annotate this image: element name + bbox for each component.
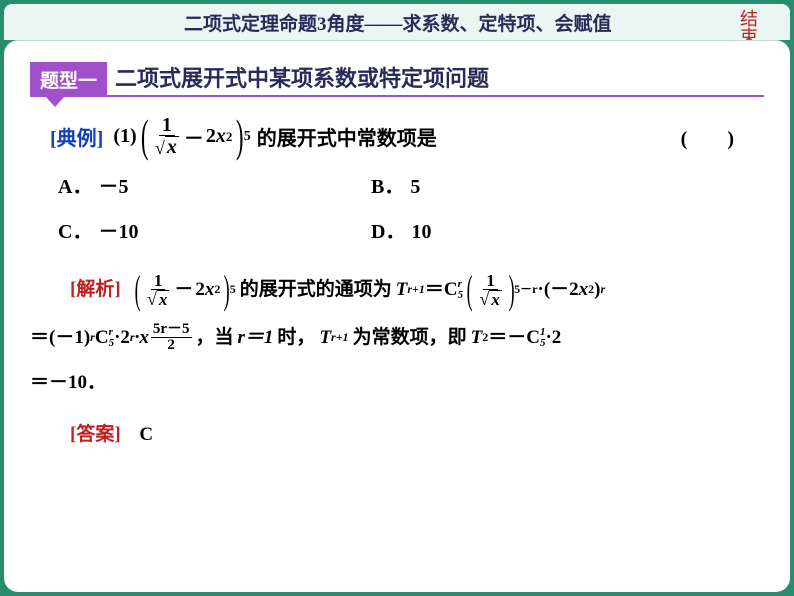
- inner-pow: 5－r: [514, 276, 537, 304]
- section-pill: 题型一: [30, 62, 107, 97]
- T2b-symbol: T: [471, 316, 483, 360]
- frac-denominator: √ x: [152, 136, 182, 158]
- var-x: x: [216, 125, 226, 148]
- outer-pow: 5: [244, 129, 251, 145]
- sol-expression: ( 1 √x － 2x2 ) 5: [131, 268, 236, 312]
- option-a-label: A．: [58, 176, 92, 198]
- section-title: 二项式展开式中某项系数或特定项问题: [115, 66, 489, 91]
- slide-header: 二项式定理命题3角度——求系数、定特项、会赋值 结束: [4, 4, 790, 40]
- inner-frac: 1 √x: [476, 272, 504, 308]
- option-b-label: B．: [371, 176, 404, 198]
- sol-coef: 2: [195, 268, 205, 312]
- left-paren-icon: (: [140, 118, 148, 155]
- when2-text: 时，: [277, 316, 315, 360]
- option-d[interactable]: D． 10: [371, 215, 684, 244]
- inner-den: √x: [476, 290, 504, 308]
- eq: ＝: [425, 268, 444, 312]
- sqrt-icon: √: [479, 290, 489, 308]
- example-label: [典例]: [50, 122, 103, 151]
- tail-op: ·(－2: [537, 268, 578, 312]
- eq2: ＝－: [488, 316, 526, 360]
- options-grid: A． －5 B． 5 C． －10 D． 10: [58, 170, 684, 244]
- option-c-label: C．: [58, 221, 92, 243]
- sqrt-radicand: x: [157, 290, 170, 308]
- const-text: 为常数项，即: [353, 316, 467, 360]
- solution-line-3: ＝－10．: [30, 361, 764, 405]
- option-b-value: 5: [410, 176, 420, 198]
- sqrt-radicand: x: [165, 136, 179, 157]
- problem-number: (1): [113, 125, 136, 148]
- problem-tail-text: 的展开式中常数项是: [257, 122, 437, 151]
- C-symbol-2: C: [95, 316, 109, 360]
- answer-paren: ( ): [681, 122, 734, 151]
- var-pow: 2: [226, 129, 233, 145]
- right-paren-icon: ): [508, 276, 514, 304]
- expo-frac: 5r－5 2: [151, 322, 192, 353]
- sol-var-pow: 2: [214, 276, 220, 304]
- T2-sub: r+1: [331, 324, 349, 352]
- left-paren-icon: (: [134, 276, 140, 304]
- right-paren-icon: ): [236, 118, 244, 155]
- T-symbol: T: [396, 268, 408, 312]
- when-text: ，当: [196, 316, 234, 360]
- fraction: 1 √ x: [152, 115, 182, 158]
- C-symbol-3: C: [526, 316, 540, 360]
- sol-var: x: [205, 268, 215, 312]
- option-a[interactable]: A． －5: [58, 170, 371, 199]
- option-d-value: 10: [411, 221, 431, 243]
- inner-num: 1: [483, 272, 498, 290]
- T2-symbol: T: [319, 316, 331, 360]
- option-c[interactable]: C． －10: [58, 215, 371, 244]
- answer-row: [答案] C: [70, 419, 764, 446]
- problem-expression: ( 1 √ x － 2x2 ) 5: [137, 115, 251, 158]
- answer-label: [答案]: [70, 424, 121, 445]
- C-symbol: C: [444, 268, 458, 312]
- frac-numerator: 1: [159, 115, 175, 136]
- sqrt-icon: √: [155, 139, 165, 157]
- minus-op: －: [184, 122, 204, 151]
- sol-mid-text: 的展开式的通项为: [240, 268, 392, 312]
- minus-op: －: [174, 268, 193, 312]
- T-sub: r+1: [407, 276, 425, 304]
- sol-fraction: 1 √x: [144, 272, 172, 308]
- option-d-label: D．: [371, 221, 405, 243]
- tail-pow: r: [600, 276, 605, 304]
- sol-outer-pow: 5: [230, 276, 236, 304]
- expo-den: 2: [167, 338, 175, 353]
- sqrt: √ x: [155, 136, 179, 157]
- solution-block: [解析] ( 1 √x － 2x2 ) 5 的展开式的通项为: [30, 268, 764, 405]
- inner-rad: x: [489, 290, 502, 308]
- x-dot: ·x: [135, 316, 149, 360]
- solution-label: [解析]: [70, 268, 121, 312]
- option-a-value: －5: [98, 176, 128, 198]
- sqrt-icon: √: [147, 290, 157, 308]
- slide-page: 二项式定理命题3角度——求系数、定特项、会赋值 结束 题型一 二项式展开式中某项…: [4, 4, 790, 592]
- option-b[interactable]: B． 5: [371, 170, 684, 199]
- sol-frac-num: 1: [151, 272, 166, 290]
- solution-line-1: [解析] ( 1 √x － 2x2 ) 5 的展开式的通项为: [30, 268, 764, 312]
- section-header: 题型一 二项式展开式中某项系数或特定项问题: [30, 61, 764, 97]
- option-c-value: －10: [98, 221, 138, 243]
- r-eq: r＝1: [238, 316, 274, 360]
- answer-value: C: [139, 424, 153, 445]
- left-paren-icon: (: [467, 276, 473, 304]
- header-title: 二项式定理命题3角度——求系数、定特项、会赋值: [184, 9, 612, 36]
- inner-paren: ( 1 √x ) 5－r: [463, 272, 537, 308]
- tail-var: x: [579, 268, 589, 312]
- dot-2: ·2: [114, 316, 130, 360]
- dot2-text: ·2: [545, 316, 561, 360]
- section-title-wrap: 二项式展开式中某项系数或特定项问题: [107, 61, 764, 97]
- slide-content: 题型一 二项式展开式中某项系数或特定项问题 [典例] (1) ( 1 √ x: [4, 40, 790, 592]
- solution-line-2: ＝(－1)r Cr5 ·2r ·x 5r－5 2 ，当 r＝1 时， Tr+1 …: [30, 316, 764, 360]
- problem-line: [典例] (1) ( 1 √ x － 2x2 ) 5 的展开: [50, 115, 764, 158]
- expo-num: 5r－5: [151, 322, 192, 338]
- coef-2: 2: [206, 125, 216, 148]
- right-paren-icon: ): [224, 276, 230, 304]
- sol-frac-den: √x: [144, 290, 172, 308]
- l2-pre: ＝(－1): [30, 316, 90, 360]
